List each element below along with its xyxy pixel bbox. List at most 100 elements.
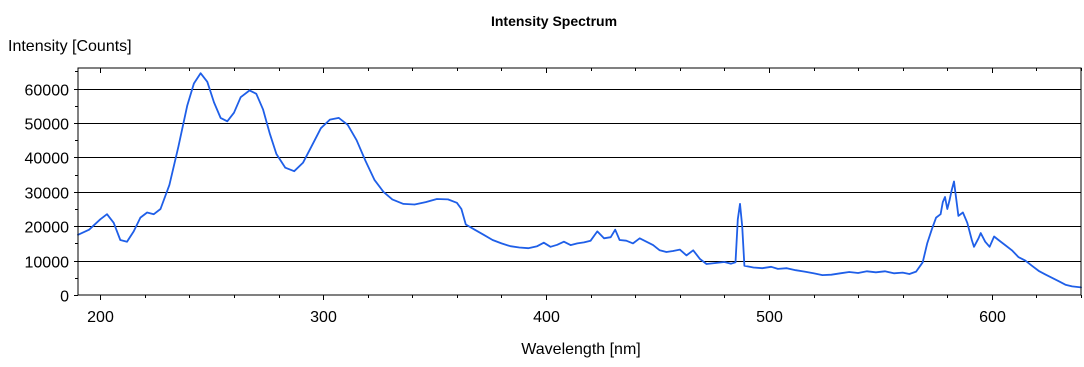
data-point — [685, 254, 688, 256]
data-point — [935, 217, 937, 219]
data-point — [509, 245, 511, 247]
data-point — [734, 261, 737, 263]
data-point — [460, 208, 462, 210]
data-point — [153, 213, 155, 215]
data-point — [821, 274, 824, 276]
data-point — [951, 189, 953, 191]
data-point — [113, 222, 115, 224]
data-point — [436, 198, 438, 200]
data-point — [1044, 273, 1046, 275]
data-point — [293, 170, 295, 172]
data-point — [596, 230, 598, 232]
data-point — [347, 124, 349, 126]
data-point — [590, 240, 592, 242]
data-point — [957, 215, 960, 217]
data-point — [177, 146, 179, 148]
data-point — [723, 261, 726, 263]
data-point — [583, 241, 585, 243]
data-point — [1064, 284, 1066, 286]
y-tick-label: 0 — [60, 289, 69, 306]
data-point — [126, 241, 128, 243]
y-tick-label: 10000 — [25, 255, 70, 272]
data-point — [200, 72, 202, 74]
data-point — [1051, 277, 1053, 279]
data-point — [980, 232, 982, 234]
data-point — [962, 211, 964, 214]
data-point — [119, 239, 121, 241]
data-point — [311, 144, 313, 146]
data-point — [356, 139, 358, 141]
data-point — [536, 245, 538, 247]
data-point — [391, 198, 393, 200]
data-point — [249, 89, 251, 91]
data-point — [645, 241, 648, 243]
data-point — [866, 270, 868, 272]
data-point — [255, 93, 257, 95]
data-point — [275, 153, 277, 155]
data-point — [302, 162, 304, 164]
data-point — [1058, 280, 1060, 282]
data-point — [233, 112, 235, 114]
data-point — [777, 268, 779, 270]
data-point — [139, 217, 141, 219]
data-point — [364, 160, 367, 162]
data-point — [922, 261, 924, 263]
data-point — [730, 263, 732, 265]
data-point — [692, 249, 694, 251]
data-point — [382, 191, 384, 193]
data-point — [1018, 256, 1020, 258]
y-tick-label: 50000 — [25, 117, 70, 134]
data-point — [857, 272, 859, 274]
x-tick-label: 600 — [979, 309, 1006, 326]
data-point — [679, 249, 681, 251]
data-point — [146, 211, 148, 214]
data-point — [714, 262, 717, 264]
data-point — [1038, 270, 1040, 272]
chart-title: Intensity Spectrum — [491, 13, 617, 29]
data-point — [220, 117, 222, 119]
data-point — [948, 199, 951, 201]
data-point — [549, 246, 552, 248]
data-point — [88, 229, 90, 231]
x-tick-label: 500 — [756, 309, 783, 326]
y-tick-label: 30000 — [25, 186, 70, 203]
x-tick-label: 300 — [310, 309, 337, 326]
data-point — [830, 274, 833, 276]
data-point — [284, 167, 286, 169]
x-tick-label: 200 — [87, 309, 114, 326]
data-point — [973, 246, 975, 248]
data-point — [940, 213, 942, 215]
data-point — [133, 230, 135, 232]
data-point — [106, 213, 108, 215]
series-line-0 — [77, 72, 1082, 289]
data-point — [902, 272, 904, 274]
data-point — [576, 242, 578, 244]
data-point — [320, 127, 322, 129]
data-point — [971, 239, 973, 241]
data-point — [570, 244, 572, 246]
data-point — [186, 105, 188, 107]
data-point — [944, 196, 946, 198]
data-point — [474, 229, 476, 231]
data-point — [483, 234, 485, 236]
data-point — [984, 241, 986, 243]
data-point — [942, 201, 944, 203]
data-point — [848, 271, 850, 273]
data-point — [884, 270, 886, 272]
data-point — [1031, 265, 1033, 267]
data-point — [614, 229, 616, 231]
data-point — [672, 250, 674, 252]
data-point — [632, 242, 634, 244]
data-point — [761, 267, 763, 269]
data-point — [652, 244, 654, 246]
data-point — [240, 96, 242, 98]
axis-ticks: 0 10000 20000 30000 40000 50000 60000 200 300 400… — [25, 68, 1082, 326]
data-point — [946, 208, 948, 210]
data-point — [373, 179, 375, 181]
data-point — [563, 241, 565, 243]
data-point — [402, 203, 404, 205]
data-point — [1011, 249, 1013, 251]
data-point — [1071, 285, 1073, 287]
